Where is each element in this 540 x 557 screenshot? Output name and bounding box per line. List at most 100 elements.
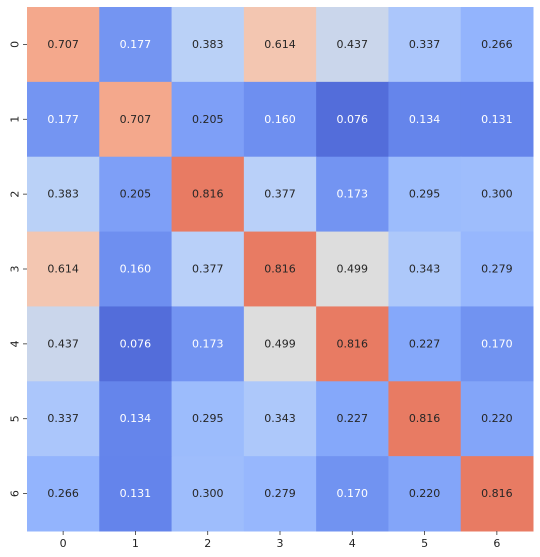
x-tick-label-2: 2 [204, 537, 211, 550]
heatmap-cell-3-3 [243, 231, 317, 307]
heatmap-cell-6-0 [27, 456, 100, 532]
heatmap-cell-3-4 [316, 231, 389, 307]
x-tick-label-4: 4 [349, 537, 356, 550]
heatmap-cell-2-6 [460, 156, 534, 233]
heatmap-cell-0-0 [27, 7, 100, 83]
y-tick-label-0: 0 [9, 41, 22, 48]
cell-value-label-5-5: 0.816 [409, 412, 441, 425]
cell-value-label-6-1: 0.131 [120, 487, 152, 500]
y-tick-label-2: 2 [9, 191, 22, 198]
heatmap-cell-3-1 [99, 231, 173, 307]
heatmap-cell-6-5 [388, 456, 462, 532]
cell-value-label-1-6: 0.131 [481, 113, 513, 126]
heatmap-cell-4-2 [171, 306, 245, 382]
y-tick-label-6: 6 [9, 490, 22, 497]
cell-value-label-4-0: 0.437 [47, 337, 79, 350]
heatmap-cells: 0.707 0.177 0.383 0.614 0.437 0.337 0.266 0.177… [27, 7, 534, 532]
heatmap-cell-3-5 [388, 231, 462, 307]
cell-value-label-6-2: 0.300 [192, 487, 224, 500]
cell-value-label-0-5: 0.337 [409, 38, 441, 51]
cell-value-label-2-0: 0.383 [47, 188, 79, 201]
cell-value-label-0-0: 0.707 [47, 38, 79, 51]
x-tick-label-3: 3 [277, 537, 284, 550]
cell-value-label-4-6: 0.170 [481, 337, 513, 350]
heatmap-cell-1-0 [27, 81, 100, 158]
cell-value-label-3-0: 0.614 [47, 263, 79, 276]
heatmap-cell-5-2 [171, 381, 245, 457]
heatmap-cell-3-2 [171, 231, 245, 307]
cell-value-label-5-0: 0.337 [47, 412, 79, 425]
cell-value-label-2-1: 0.205 [120, 188, 152, 201]
heatmap-cell-0-4 [316, 7, 389, 83]
heatmap-cell-6-3 [243, 456, 317, 532]
cell-value-label-0-6: 0.266 [481, 38, 513, 51]
heatmap-cell-4-3 [243, 306, 317, 382]
cell-value-label-3-3: 0.816 [264, 263, 296, 276]
cell-value-label-6-6: 0.816 [481, 487, 513, 500]
heatmap-cell-2-2 [171, 156, 245, 233]
cell-value-label-4-4: 0.816 [337, 337, 369, 350]
cell-value-label-0-4: 0.437 [337, 38, 369, 51]
cell-value-label-3-4: 0.499 [337, 263, 369, 276]
heatmap-cell-4-5 [388, 306, 462, 382]
heatmap-cell-6-1 [99, 456, 173, 532]
cell-value-label-6-0: 0.266 [47, 487, 79, 500]
cell-value-label-1-3: 0.160 [264, 113, 296, 126]
heatmap-cell-1-1 [99, 81, 173, 158]
heatmap-cell-5-1 [99, 381, 173, 457]
heatmap-cell-5-5 [388, 381, 462, 457]
cell-value-label-0-2: 0.383 [192, 38, 224, 51]
heatmap-cell-4-6 [460, 306, 534, 382]
cell-value-label-4-3: 0.499 [264, 337, 296, 350]
cell-value-label-3-2: 0.377 [192, 263, 224, 276]
y-axis: 0 1 2 3 4 5 6 [9, 41, 27, 497]
heatmap-cell-2-3 [243, 156, 317, 233]
cell-value-label-4-1: 0.076 [120, 337, 152, 350]
heatmap-cell-1-4 [316, 81, 389, 158]
heatmap-cell-6-4 [316, 456, 389, 532]
heatmap-cell-3-6 [460, 231, 534, 307]
x-tick-label-5: 5 [421, 537, 428, 550]
heatmap-cell-1-3 [243, 81, 317, 158]
heatmap-cell-1-6 [460, 81, 534, 158]
heatmap-cell-0-6 [460, 7, 534, 83]
heatmap-cell-0-5 [388, 7, 462, 83]
cell-value-label-1-4: 0.076 [337, 113, 369, 126]
heatmap-cell-1-5 [388, 81, 462, 158]
cell-value-label-5-4: 0.227 [337, 412, 369, 425]
heatmap-cell-0-2 [171, 7, 245, 83]
cell-value-label-3-5: 0.343 [409, 263, 441, 276]
cell-value-label-4-2: 0.173 [192, 337, 224, 350]
cell-value-label-2-6: 0.300 [481, 188, 513, 201]
cell-value-label-1-5: 0.134 [409, 113, 441, 126]
heatmap-cell-0-3 [243, 7, 317, 83]
cell-value-label-6-3: 0.279 [264, 487, 296, 500]
heatmap-cell-5-4 [316, 381, 389, 457]
heatmap-cell-1-2 [171, 81, 245, 158]
cell-value-label-5-3: 0.343 [264, 412, 296, 425]
x-tick-label-6: 6 [493, 537, 500, 550]
heatmap-cell-5-6 [460, 381, 534, 457]
cell-value-label-0-1: 0.177 [120, 38, 152, 51]
cell-value-label-2-2: 0.816 [192, 188, 224, 201]
cell-value-label-5-2: 0.295 [192, 412, 224, 425]
cell-value-label-6-4: 0.170 [337, 487, 369, 500]
cell-value-label-2-3: 0.377 [264, 188, 296, 201]
heatmap-cell-4-1 [99, 306, 173, 382]
heatmap-cell-3-0 [27, 231, 100, 307]
x-tick-label-1: 1 [132, 537, 139, 550]
heatmap-cell-6-2 [171, 456, 245, 532]
heatmap-cell-6-6 [460, 456, 534, 532]
cell-value-label-2-4: 0.173 [337, 188, 369, 201]
y-tick-label-3: 3 [9, 266, 22, 273]
cell-value-label-0-3: 0.614 [264, 38, 296, 51]
cell-value-label-5-6: 0.220 [481, 412, 513, 425]
heatmap-cell-2-5 [388, 156, 462, 233]
heatmap-cell-2-0 [27, 156, 100, 233]
cell-value-label-6-5: 0.220 [409, 487, 441, 500]
heatmap-cell-2-1 [99, 156, 173, 233]
cell-value-label-3-6: 0.279 [481, 263, 513, 276]
heatmap-cell-4-4 [316, 306, 389, 382]
heatmap-cell-5-0 [27, 381, 100, 457]
cell-value-label-1-1: 0.707 [120, 113, 152, 126]
